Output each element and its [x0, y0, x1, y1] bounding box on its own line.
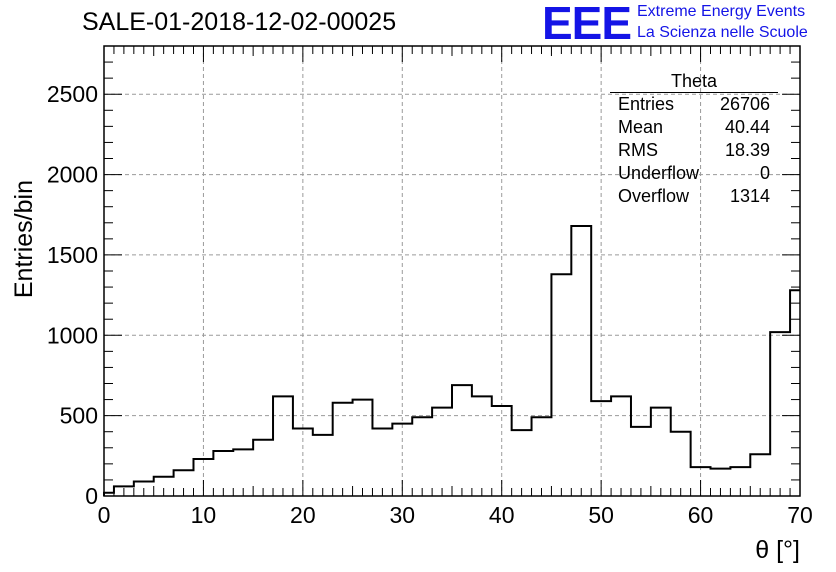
- stats-value: 18.39: [724, 140, 770, 160]
- x-tick-label: 10: [191, 502, 217, 528]
- stats-row-entries: Entries 26706: [610, 93, 780, 116]
- stats-value: 0: [759, 163, 770, 183]
- stats-label: Overflow: [618, 186, 690, 206]
- stats-label: Entries: [618, 94, 675, 114]
- stats-row-underflow: Underflow 0: [610, 162, 780, 185]
- histogram-series: [103, 225, 800, 496]
- y-axis-label: Entries/bin: [10, 180, 38, 298]
- stats-title: Theta: [610, 72, 778, 93]
- eee-logo: EEE: [542, 0, 632, 49]
- x-tick-label: 50: [588, 502, 614, 528]
- stats-value: 26706: [719, 94, 770, 114]
- x-tick-label: 60: [688, 502, 714, 528]
- y-tick-label: 0: [85, 483, 98, 509]
- stats-box: Theta Entries 26706 Mean 40.44 RMS 18.39…: [610, 72, 780, 208]
- grid-lines: [104, 46, 800, 496]
- stats-label: Underflow: [618, 163, 700, 183]
- x-tick-label: 0: [98, 502, 111, 528]
- logo-subtitle-1: Extreme Energy Events: [637, 3, 806, 20]
- stats-label: RMS: [618, 140, 658, 160]
- y-tick-label: 1000: [47, 322, 98, 348]
- y-tick-label: 500: [60, 403, 98, 429]
- x-tick-label: 40: [489, 502, 515, 528]
- stats-value: 40.44: [724, 117, 770, 137]
- y-tick-label: 2000: [47, 162, 98, 188]
- x-tick-label: 70: [787, 502, 813, 528]
- y-tick-label: 1500: [47, 242, 98, 268]
- tick-labels: 0 10 20 30 40 50 60 70 0 500 1000 1500 2000 2500: [47, 81, 813, 528]
- stats-row-overflow: Overflow 1314: [610, 185, 780, 208]
- stats-row-mean: Mean 40.44: [610, 116, 780, 139]
- histogram-title: SALE-01-2018-12-02-00025: [82, 8, 397, 36]
- y-tick-label: 2500: [47, 81, 98, 107]
- axis-ticks: [103, 45, 801, 497]
- x-tick-label: 20: [290, 502, 316, 528]
- logo-subtitle-2: La Scienza nelle Scuole: [637, 24, 808, 41]
- x-axis-label: θ [°]: [755, 536, 800, 564]
- stats-label: Mean: [618, 117, 664, 137]
- x-tick-label: 30: [389, 502, 415, 528]
- stats-row-rms: RMS 18.39: [610, 139, 780, 162]
- stats-value: 1314: [729, 186, 770, 206]
